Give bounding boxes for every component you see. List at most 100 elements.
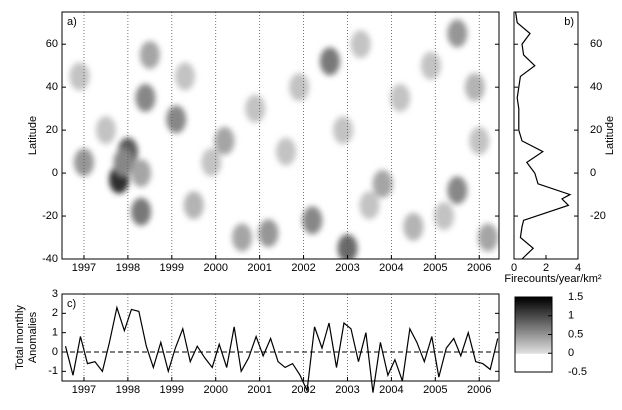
x-tick-label: 2005 xyxy=(423,384,447,396)
y-tick-label: -40 xyxy=(42,253,58,265)
x-tick-label: 0 xyxy=(511,262,517,274)
x-tick-label: 1998 xyxy=(116,262,140,274)
x-tick-label: 2005 xyxy=(423,262,447,274)
colorbar-cell xyxy=(515,368,552,371)
contour-blob xyxy=(183,191,204,220)
colorbar-cell xyxy=(515,332,552,335)
contour-blob xyxy=(275,137,296,166)
x-axis-label: Firecounts/year/km² xyxy=(504,273,602,285)
contour-blob xyxy=(350,30,371,59)
contour-blob xyxy=(420,51,441,80)
contour-blob xyxy=(333,116,354,145)
x-tick-label: 2002 xyxy=(291,384,315,396)
colorbar-cell xyxy=(515,358,552,362)
contour-field xyxy=(69,19,499,259)
colorbar-tick-label: 1 xyxy=(568,310,574,322)
contour-blob xyxy=(469,126,490,155)
colorbar-frame xyxy=(514,296,553,373)
x-tick-label: 2000 xyxy=(203,262,227,274)
y-tick-label: 60 xyxy=(46,38,58,50)
y-axis-label: Latitude xyxy=(27,116,39,155)
x-tick-label: 2004 xyxy=(379,262,403,274)
colorbar-cell xyxy=(515,306,552,309)
x-tick-label: 2003 xyxy=(335,384,359,396)
x-tick-label: 2001 xyxy=(247,384,271,396)
colorbar-cell xyxy=(515,325,552,328)
colorbar-cell xyxy=(515,308,552,311)
colorbar-cell xyxy=(515,304,552,307)
y-tick-label: 3 xyxy=(52,288,58,300)
colorbar-tick-label: 0.5 xyxy=(568,328,583,340)
contour-blob xyxy=(372,169,393,198)
colorbar-cell xyxy=(515,357,552,360)
colorbar-cell xyxy=(515,302,552,305)
y-tick-label: -20 xyxy=(42,210,58,222)
colorbar-cell xyxy=(515,364,552,367)
colorbar-cell xyxy=(515,370,552,373)
x-tick-label: 2001 xyxy=(247,262,271,274)
contour-blob xyxy=(69,62,90,91)
x-tick-label: 1999 xyxy=(160,262,184,274)
colorbar-cell xyxy=(515,297,552,300)
colorbar-cell xyxy=(515,349,552,352)
colorbar-cell xyxy=(515,362,552,365)
contour-blob xyxy=(390,83,411,112)
contour-blob xyxy=(258,219,279,248)
panel-label: a) xyxy=(67,16,77,28)
colorbar-cell xyxy=(515,312,552,315)
colorbar-cell xyxy=(515,340,552,343)
frame xyxy=(61,293,500,382)
contour-blob xyxy=(174,62,195,91)
colorbar-tick-label: -0.5 xyxy=(568,366,587,378)
colorbar-cell xyxy=(515,300,552,304)
frame xyxy=(513,11,579,260)
colorbar-cell xyxy=(515,330,552,334)
contour-blob xyxy=(131,159,152,188)
contour-blob xyxy=(232,223,253,252)
colorbar-cell xyxy=(515,366,552,369)
colorbar-cell xyxy=(515,313,552,317)
colorbar-cell xyxy=(515,323,552,326)
x-tick-label: 4 xyxy=(575,262,581,274)
x-tick-label: 1999 xyxy=(160,384,184,396)
contour-blob xyxy=(302,206,323,235)
x-tick-label: 2002 xyxy=(291,262,315,274)
anomaly-line xyxy=(64,305,499,393)
y-tick-label: 1 xyxy=(52,327,58,339)
y-axis-label: Latitude xyxy=(604,116,616,155)
contour-blob xyxy=(214,126,235,155)
panel-label: b) xyxy=(564,16,574,28)
contour-blob xyxy=(289,73,310,102)
y-tick-label: 0 xyxy=(52,346,58,358)
x-tick-label: 2006 xyxy=(467,384,491,396)
y-tick-label: 40 xyxy=(46,81,58,93)
contour-blob xyxy=(139,40,160,69)
colorbar-cell xyxy=(515,360,552,364)
contour-blob xyxy=(434,202,455,231)
colorbar-cell xyxy=(515,355,552,358)
y-axis-label: Total monthly xyxy=(14,305,26,370)
colorbar-cell xyxy=(515,353,552,356)
contour-blob xyxy=(359,191,380,220)
y-tick-label: 0 xyxy=(52,167,58,179)
colorbar-cell xyxy=(515,328,552,332)
y-tick-label: 20 xyxy=(46,124,58,136)
y-tick-label: 0 xyxy=(590,167,596,179)
colorbar-cell xyxy=(515,317,552,320)
contour-blob xyxy=(403,212,424,241)
panel-label: c) xyxy=(67,298,76,310)
colorbar-cell xyxy=(515,351,552,354)
contour-blob xyxy=(245,94,266,123)
colorbar-cell xyxy=(515,342,552,345)
y-tick-label: 60 xyxy=(590,38,602,50)
colorbar-cell xyxy=(515,298,552,302)
contour-blob xyxy=(319,47,340,76)
colorbar-cell xyxy=(515,321,552,324)
contour-blob xyxy=(201,148,222,177)
colorbar-tick-label: 0 xyxy=(568,347,574,359)
contour-blob xyxy=(478,223,499,252)
colorbar-cell xyxy=(515,336,552,339)
x-tick-label: 2004 xyxy=(379,384,403,396)
x-tick-label: 1997 xyxy=(72,262,96,274)
colorbar-cell xyxy=(515,310,552,313)
